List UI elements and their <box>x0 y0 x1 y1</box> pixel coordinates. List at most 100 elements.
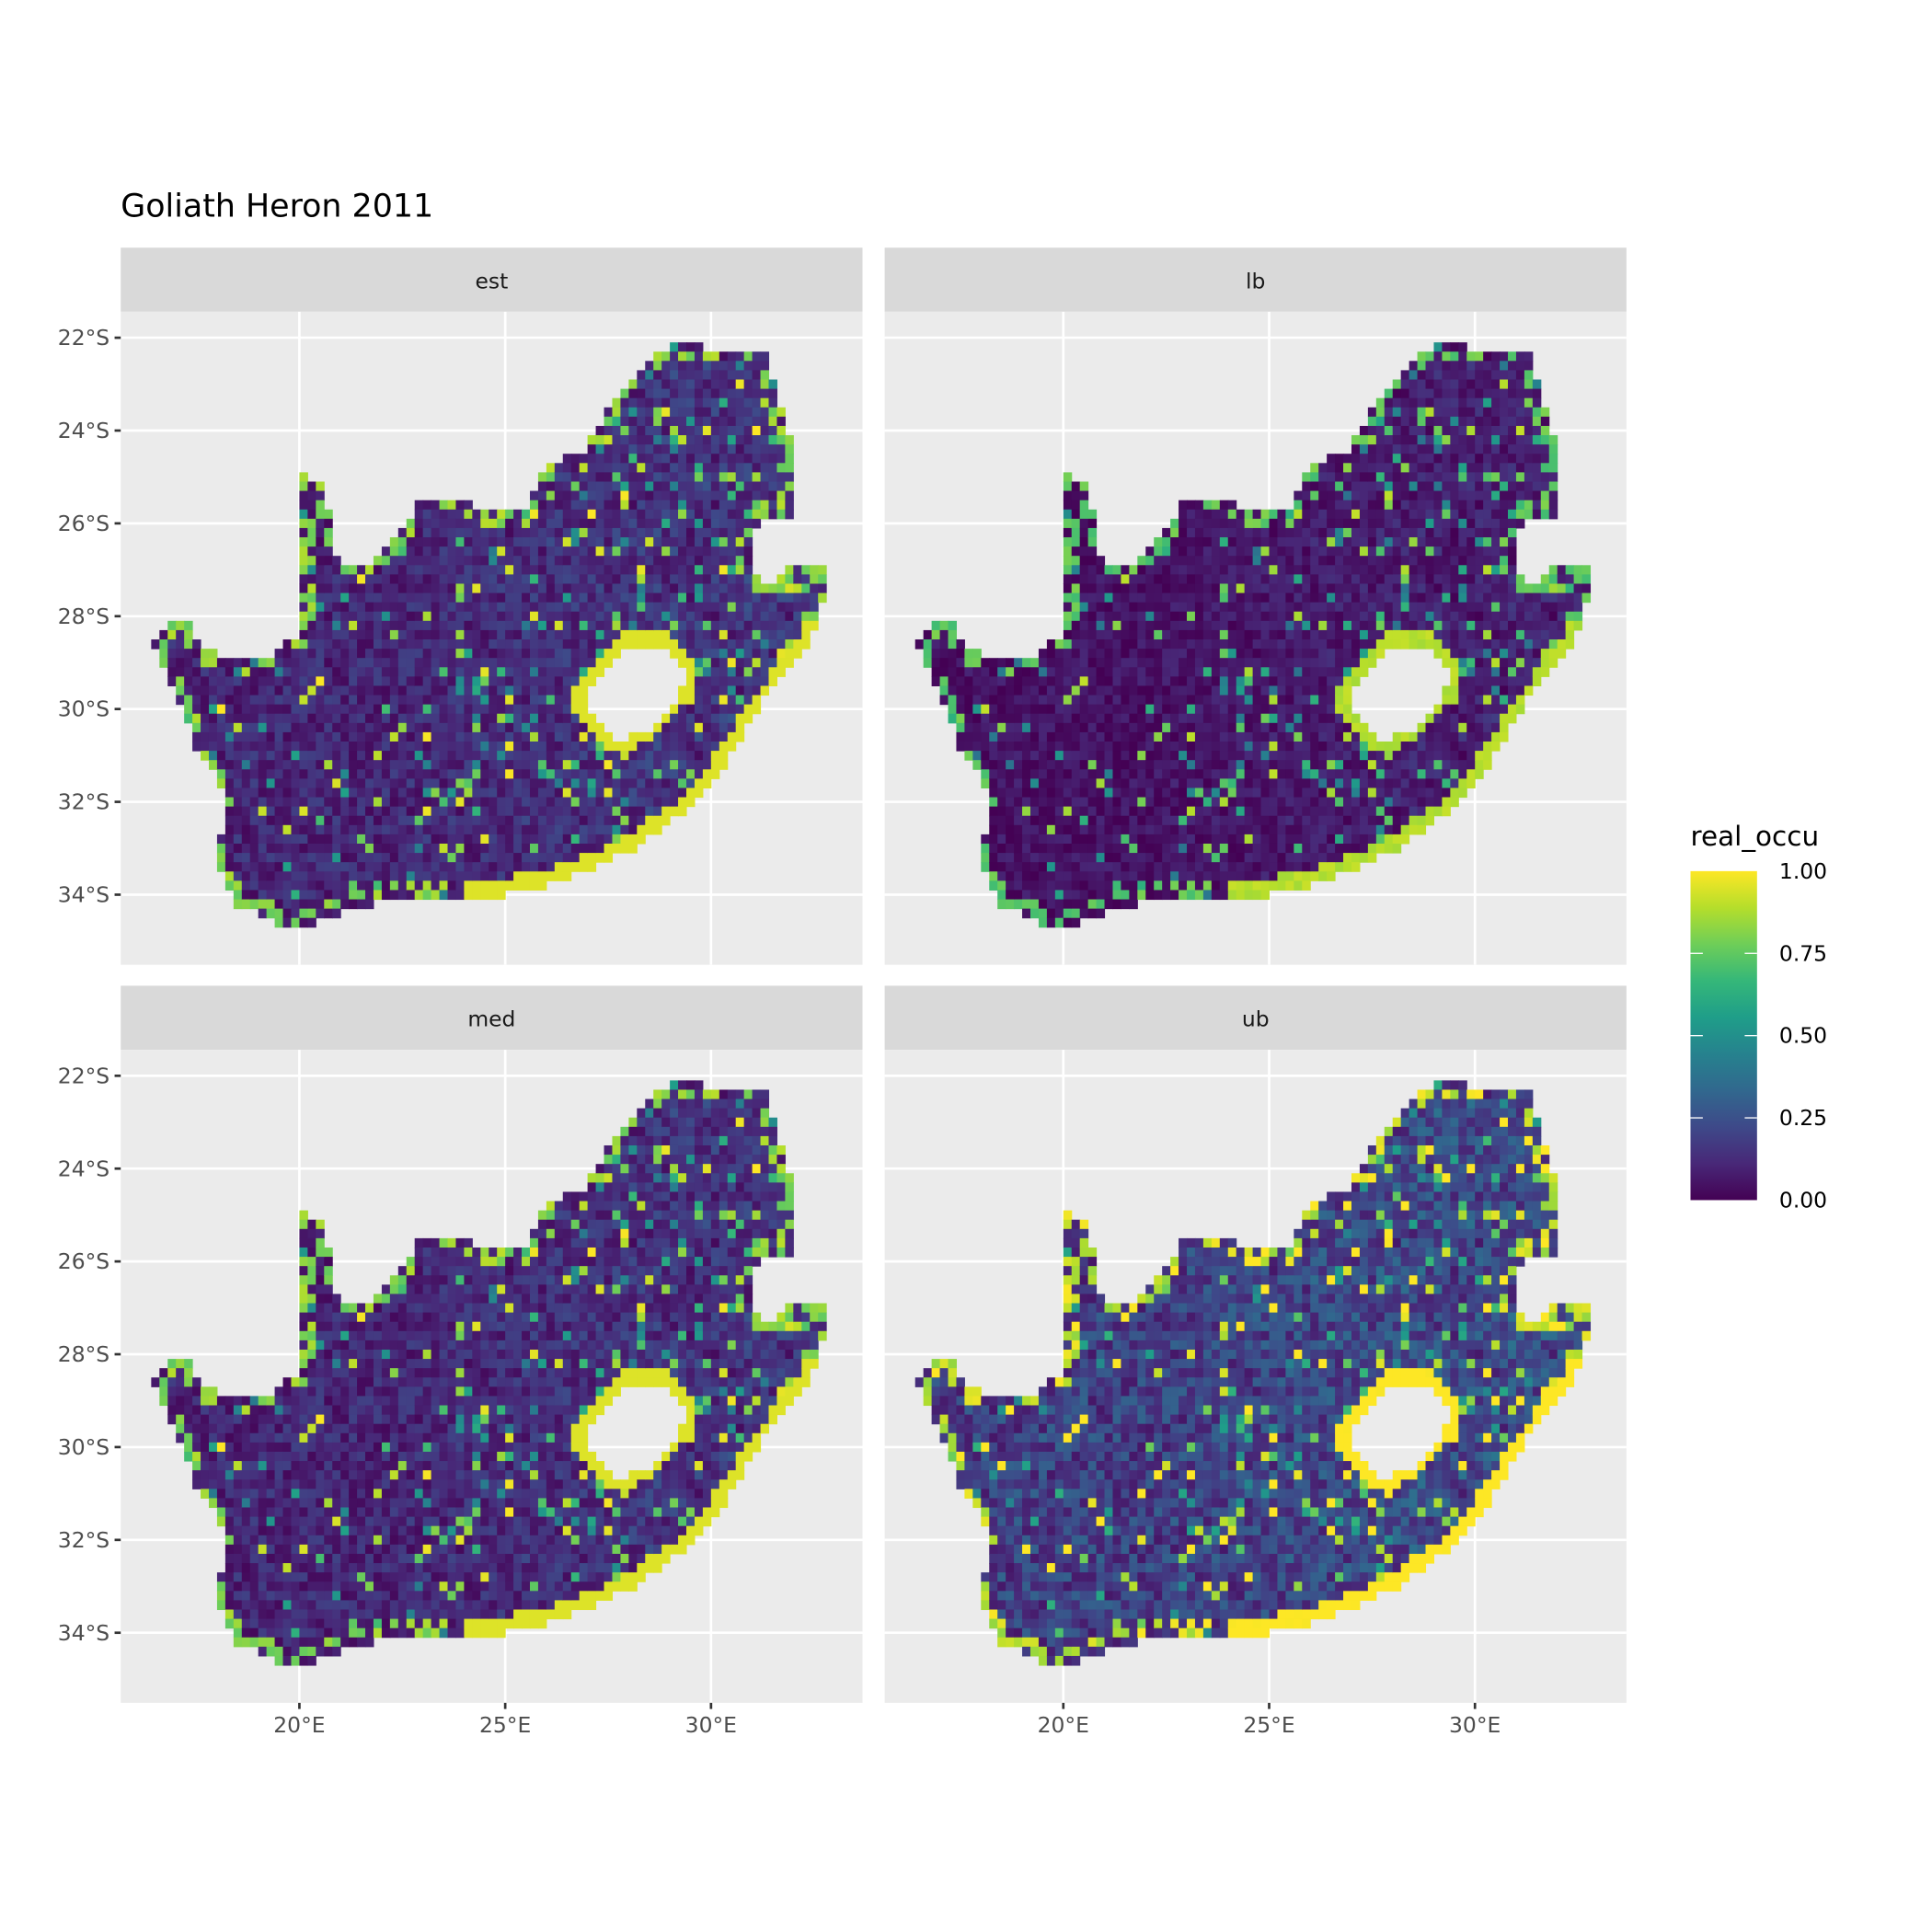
raster-cell <box>981 713 990 724</box>
raster-cell <box>282 649 293 659</box>
raster-cell <box>579 695 589 706</box>
raster-cell <box>1343 713 1352 724</box>
raster-cell <box>349 620 358 631</box>
raster-cell <box>686 583 696 594</box>
raster-cell <box>1302 695 1311 706</box>
raster-cell <box>505 676 514 686</box>
raster-cell <box>694 537 704 547</box>
raster-cell <box>224 880 235 891</box>
raster-cell <box>324 871 333 881</box>
raster-cell <box>702 481 712 492</box>
raster-cell <box>768 472 777 483</box>
raster-cell <box>604 806 614 817</box>
raster-cell <box>1063 685 1073 696</box>
raster-cell <box>1170 574 1179 585</box>
raster-cell <box>1384 556 1394 566</box>
raster-cell <box>1154 685 1163 696</box>
raster-cell <box>192 713 201 724</box>
raster-cell <box>357 639 366 650</box>
raster-cell <box>208 741 218 752</box>
raster-cell <box>1367 853 1377 863</box>
raster-cell <box>529 527 539 538</box>
raster-cell <box>752 667 762 677</box>
raster-cell <box>1392 481 1402 492</box>
raster-cell <box>628 788 638 799</box>
raster-cell <box>710 454 720 464</box>
raster-cell <box>1154 704 1163 715</box>
raster-cell <box>513 806 523 817</box>
raster-cell <box>282 778 293 788</box>
raster-cell <box>439 722 449 733</box>
raster-cell <box>258 704 268 715</box>
raster-cell <box>389 658 399 668</box>
raster-cell <box>340 722 350 733</box>
raster-cell <box>1244 843 1254 854</box>
raster-cell <box>1170 602 1179 613</box>
raster-cell <box>1236 778 1246 788</box>
raster-cell <box>1343 629 1352 640</box>
raster-cell <box>1046 834 1056 845</box>
raster-cell <box>1087 676 1098 686</box>
raster-cell <box>397 797 408 808</box>
raster-cell <box>637 556 646 566</box>
raster-cell <box>1022 751 1031 761</box>
raster-cell <box>1260 843 1271 854</box>
raster-cell <box>497 509 506 520</box>
raster-cell <box>1112 843 1121 854</box>
raster-cell <box>447 695 456 706</box>
raster-cell <box>373 797 383 808</box>
raster-cell <box>702 769 712 779</box>
raster-cell <box>964 676 973 686</box>
raster-cell <box>406 518 416 529</box>
raster-cell <box>349 769 358 779</box>
raster-cell <box>414 676 424 686</box>
raster-cell <box>686 751 696 761</box>
raster-cell <box>1014 890 1023 901</box>
raster-cell <box>316 769 325 779</box>
raster-cell <box>604 602 614 613</box>
raster-cell <box>768 388 777 399</box>
raster-cell <box>1104 899 1114 910</box>
raster-cell <box>1202 667 1213 677</box>
raster-cell <box>670 574 679 585</box>
raster-cell <box>1285 639 1294 650</box>
raster-cell <box>1194 815 1204 826</box>
raster-cell <box>1351 518 1361 529</box>
raster-cell <box>381 592 391 604</box>
raster-cell <box>1129 685 1138 696</box>
raster-cell <box>447 824 456 835</box>
raster-cell <box>522 639 531 650</box>
raster-cell <box>249 741 259 752</box>
raster-cell <box>1351 788 1361 799</box>
raster-cell <box>554 871 564 881</box>
raster-cell <box>373 629 383 640</box>
raster-cell <box>307 704 316 715</box>
raster-cell <box>768 583 777 594</box>
raster-cell <box>192 741 201 752</box>
raster-cell <box>546 546 556 557</box>
raster-cell <box>1162 685 1171 696</box>
raster-cell <box>233 834 243 845</box>
raster-cell <box>1054 695 1064 706</box>
raster-cell <box>810 602 819 613</box>
raster-cell <box>299 731 308 742</box>
raster-cell <box>1071 639 1081 650</box>
raster-cell <box>406 788 416 799</box>
raster-cell <box>989 862 998 872</box>
raster-cell <box>431 704 441 715</box>
raster-cell <box>760 481 770 492</box>
raster-cell <box>291 639 300 650</box>
raster-cell <box>810 611 819 622</box>
raster-cell <box>274 658 284 668</box>
raster-cell <box>274 769 284 779</box>
raster-cell <box>1162 676 1171 686</box>
raster-cell <box>307 685 316 696</box>
raster-cell <box>1318 704 1328 715</box>
raster-cell <box>931 629 941 640</box>
raster-cell <box>546 685 556 696</box>
raster-cell <box>989 685 998 696</box>
raster-cell <box>249 722 259 733</box>
raster-cell <box>192 667 201 677</box>
raster-cell <box>562 481 572 492</box>
raster-cell <box>1359 592 1369 604</box>
